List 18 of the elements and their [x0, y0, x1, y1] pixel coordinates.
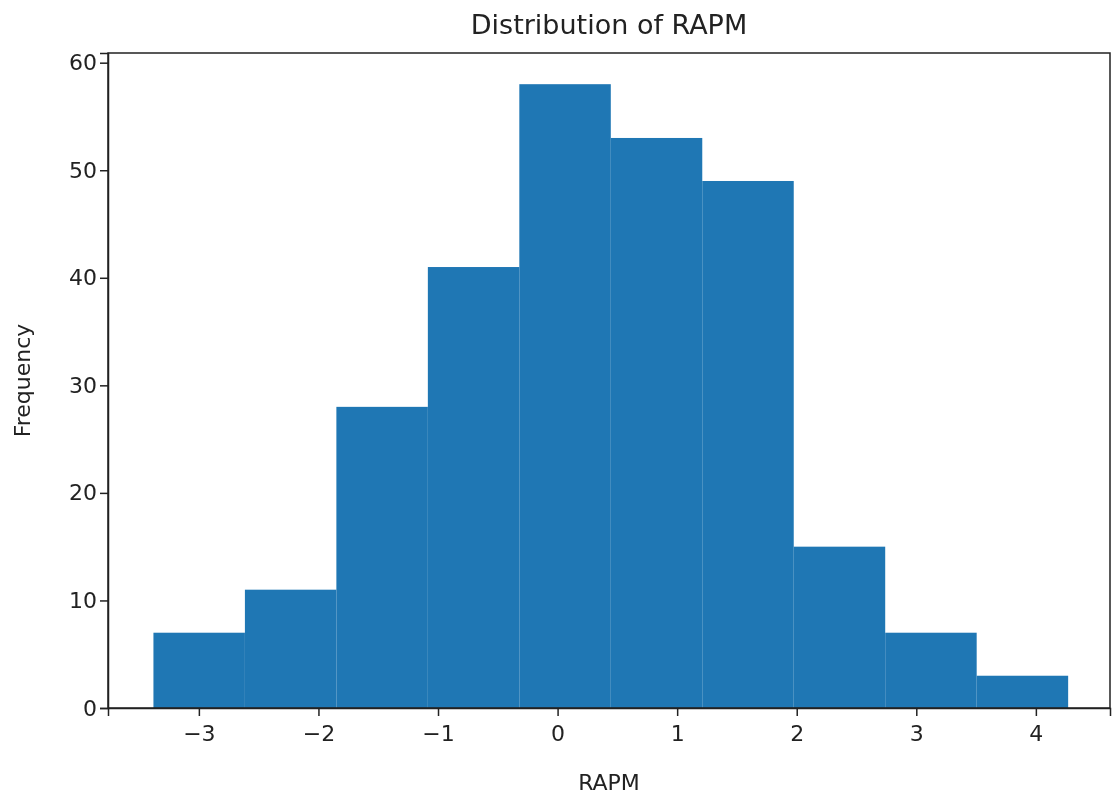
x-tick-label: 3	[909, 721, 924, 746]
y-tick-label: 50	[69, 157, 97, 183]
y-tick-label: 10	[69, 587, 97, 613]
y-axis-title: Frequency	[10, 323, 35, 438]
x-tick-label: 2	[790, 721, 805, 746]
x-tick-label: 0	[551, 721, 566, 746]
x-axis-title: RAPM	[578, 770, 640, 795]
x-tick-label: −2	[302, 721, 336, 746]
y-tick-label: 30	[69, 372, 97, 398]
y-tick-label: 0	[83, 695, 97, 721]
y-tick-label: 60	[69, 50, 97, 76]
y-tick-label: 20	[69, 480, 97, 506]
x-tick-label: −1	[422, 721, 455, 746]
x-tick-label: 4	[1029, 721, 1044, 746]
x-tick-label: 1	[670, 721, 685, 746]
y-tick-label: 40	[69, 265, 97, 291]
x-tick-label: −3	[183, 721, 216, 746]
chart-title: Distribution of RAPM	[470, 9, 748, 40]
